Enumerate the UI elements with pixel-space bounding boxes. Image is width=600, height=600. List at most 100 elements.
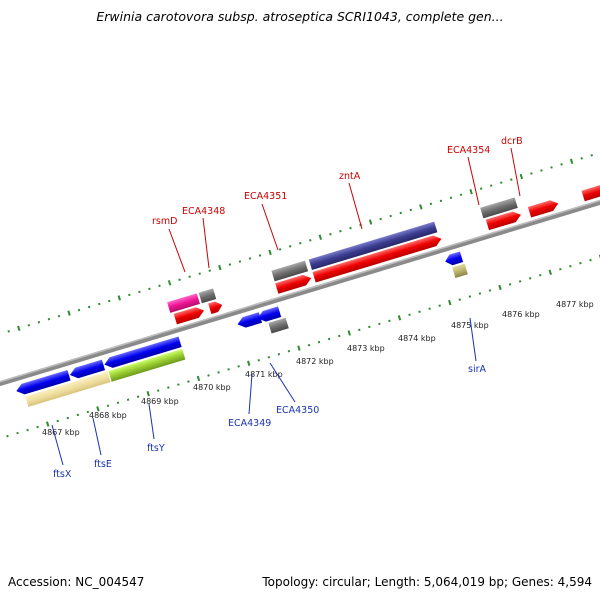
minor-tick — [368, 325, 371, 329]
minor-tick — [438, 304, 441, 307]
minor-tick — [136, 395, 140, 398]
minor-tick — [449, 196, 453, 200]
gene-leader-line — [469, 317, 477, 362]
minor-tick — [277, 352, 281, 356]
minor-tick — [36, 425, 39, 429]
minor-tick — [187, 380, 190, 383]
gene-leader-line — [510, 147, 521, 197]
cds-sirA[interactable] — [452, 263, 468, 278]
gene-labels-top: rsmD ECA4348 ECA4351 zntA ECA4354 dcrB — [152, 136, 523, 273]
minor-tick — [177, 383, 180, 386]
minor-tick — [379, 217, 382, 221]
gene-label-ECA4348[interactable]: ECA4348 — [182, 206, 225, 217]
minor-tick — [107, 299, 111, 303]
gene-label-zntA[interactable]: zntA — [339, 171, 361, 182]
minor-tick — [329, 232, 332, 236]
minor-tick — [337, 334, 341, 338]
scale-tick-label: 4874 kbp — [398, 334, 436, 343]
minor-tick — [468, 295, 472, 298]
gene-label-ftsY[interactable]: ftsY — [147, 443, 165, 454]
minor-tick — [327, 337, 331, 341]
minor-tick — [528, 277, 532, 280]
major-tick — [247, 360, 251, 366]
cds-ECA4348[interactable] — [198, 288, 217, 304]
minor-tick — [26, 428, 29, 432]
minor-tick — [550, 166, 553, 169]
gene-leader-line — [348, 182, 363, 230]
scale-tick-labels: 4867 kbp 4868 kbp 4869 kbp 4870 kbp 4871 kbp… — [42, 300, 594, 437]
gene-label-ECA4349[interactable]: ECA4349 — [228, 418, 271, 429]
cds-ECA4351[interactable] — [271, 260, 309, 282]
minor-tick — [309, 239, 312, 242]
minor-tick — [77, 308, 81, 312]
minor-tick — [66, 416, 70, 420]
gene-ECA4350[interactable] — [256, 306, 282, 323]
minor-tick — [287, 349, 291, 353]
minor-tick — [459, 193, 463, 196]
major-tick — [218, 264, 222, 271]
minor-tick — [116, 401, 120, 405]
gene-rsmD[interactable] — [173, 305, 206, 325]
gene-ECA4349[interactable] — [236, 312, 263, 329]
major-tick — [448, 299, 452, 306]
cds-ftsX[interactable] — [25, 371, 111, 407]
gene-ftsY[interactable] — [103, 336, 182, 369]
major-tick — [17, 325, 21, 331]
gene-ECA4354[interactable] — [485, 210, 523, 231]
major-tick — [196, 375, 201, 382]
major-tick — [45, 421, 50, 427]
scale-tick-label: 4869 kbp — [141, 397, 179, 406]
gene-leader-line — [148, 403, 155, 440]
major-tick — [146, 390, 150, 397]
cds-rsmD[interactable] — [167, 293, 200, 313]
minor-tick — [589, 258, 592, 262]
cds-ECA4350[interactable] — [268, 317, 289, 334]
major-tick — [469, 189, 473, 195]
minor-tick — [479, 187, 483, 190]
gene-label-ECA4351[interactable]: ECA4351 — [244, 191, 287, 202]
minor-tick — [138, 290, 141, 294]
gene-ECA4348[interactable] — [208, 300, 224, 315]
minor-tick — [478, 292, 482, 295]
minor-tick — [237, 365, 240, 368]
minor-tick — [37, 320, 41, 324]
minor-tick — [408, 313, 411, 317]
gene-sirA[interactable] — [444, 251, 464, 267]
minor-tick — [7, 330, 10, 333]
scale-tick-label: 4871 kbp — [245, 370, 283, 379]
gene-label-dcrB[interactable]: dcrB — [501, 136, 523, 147]
minor-tick — [227, 368, 230, 371]
gene-label-ECA4350[interactable]: ECA4350 — [276, 405, 319, 416]
gene-leader-line — [269, 362, 296, 403]
gene-dcrB[interactable] — [527, 198, 560, 218]
minor-tick — [500, 181, 503, 184]
minor-tick — [530, 172, 533, 175]
minor-tick — [87, 305, 91, 309]
minor-tick — [298, 242, 302, 245]
minor-tick — [47, 317, 51, 321]
gene-label-sirA[interactable]: sirA — [468, 364, 486, 375]
minor-tick — [167, 386, 170, 389]
gene-partial-right[interactable] — [581, 175, 600, 202]
minor-tick — [358, 328, 361, 332]
minor-tick — [418, 310, 421, 313]
minor-tick — [439, 199, 443, 203]
scale-tick-label: 4873 kbp — [347, 344, 385, 353]
minor-tick — [458, 298, 462, 301]
gene-ECA4351[interactable] — [275, 273, 313, 294]
gene-labels-bottom: ftsX ftsE ftsY ECA4349 ECA4350 sirA — [51, 317, 486, 480]
cds-ECA4354[interactable] — [480, 197, 518, 219]
map-title: Erwinia carotovora subsp. atroseptica SC… — [96, 9, 504, 24]
gene-label-rsmD[interactable]: rsmD — [152, 216, 177, 227]
minor-tick — [349, 226, 352, 230]
gene-label-ftsX[interactable]: ftsX — [53, 469, 72, 480]
gene-ftsE[interactable] — [68, 359, 106, 381]
major-tick — [117, 295, 121, 301]
cds-ftsY[interactable] — [108, 348, 186, 382]
cds-zntA[interactable] — [308, 221, 438, 271]
gene-ftsX[interactable] — [15, 370, 71, 396]
gene-label-ECA4354[interactable]: ECA4354 — [447, 145, 490, 156]
gene-label-ftsE[interactable]: ftsE — [94, 459, 112, 470]
gene-zntA[interactable] — [312, 234, 444, 283]
